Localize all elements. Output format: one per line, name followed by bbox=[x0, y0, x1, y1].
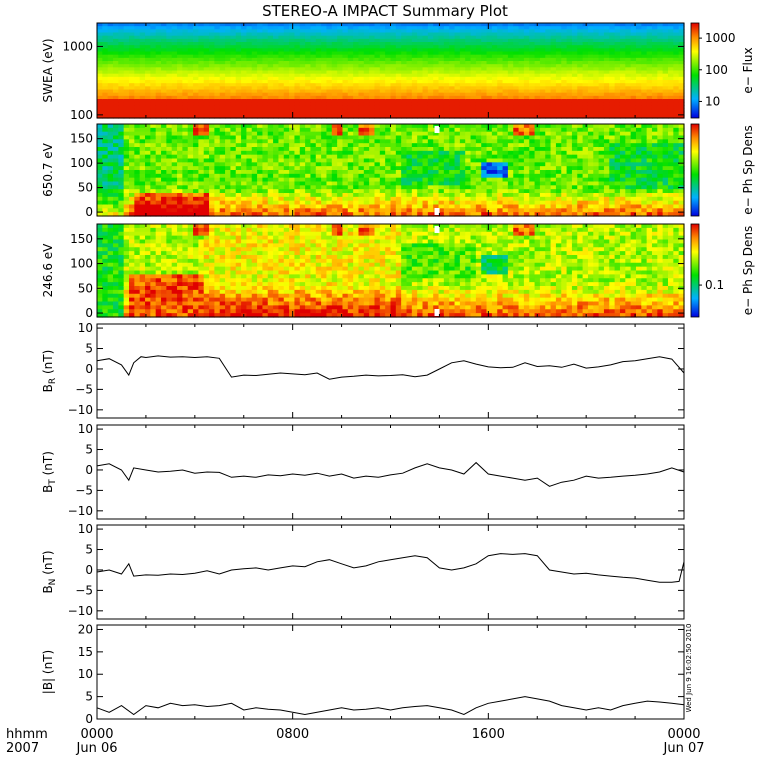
data-gap bbox=[434, 226, 440, 233]
y-axis-label: BN (nT) bbox=[41, 550, 58, 593]
y-tick-label: 0 bbox=[85, 362, 93, 376]
time-tick-label: 0000 bbox=[80, 727, 113, 742]
panel-frame bbox=[96, 323, 685, 419]
y-tick-label: 10 bbox=[78, 522, 93, 536]
spectrogram-panel-3 bbox=[97, 224, 685, 318]
colorbar-tick-label: 0.1 bbox=[705, 278, 724, 292]
colorbar bbox=[690, 123, 700, 217]
colorbar-label: e− Flux bbox=[741, 47, 755, 93]
y-tick-label: 1000 bbox=[62, 39, 93, 53]
colorbar-tick-label: 10 bbox=[705, 94, 720, 108]
y-tick-label: 100 bbox=[70, 257, 93, 271]
y-tick-label: −10 bbox=[68, 403, 93, 417]
axes-panel-7: 20 15 10 5 0 |B| (nT) bbox=[41, 622, 685, 726]
spectrogram-panel-2 bbox=[97, 124, 685, 217]
axes-panel-4: 10 5 0 −5 −10 BR (nT) bbox=[41, 321, 685, 419]
time-tick-date: Jun 06 bbox=[76, 741, 118, 756]
time-tick-label: 0800 bbox=[276, 727, 309, 742]
y-tick-label: 5 bbox=[85, 690, 93, 704]
y-tick-label: 10 bbox=[78, 321, 93, 335]
time-axis-label-hhmm: hhmm bbox=[6, 727, 48, 742]
colorbar-tick-label: 100 bbox=[705, 63, 728, 77]
panel-frame bbox=[96, 424, 685, 520]
y-tick-label: 0 bbox=[85, 463, 93, 477]
y-axis-label: SWEA (eV) bbox=[41, 38, 55, 102]
timestamp-stamp: Wed Jun 9 16:02:50 2010 bbox=[685, 624, 693, 713]
axes-panel-1: 1000 100 SWEA (eV) 1000 100 10 e− Flux bbox=[41, 22, 755, 122]
axes-panel-3: 150 100 50 0 246.6 eV 0.1 e− Ph Sp Dens bbox=[41, 223, 755, 320]
series-line-1 bbox=[96, 355, 685, 380]
y-tick-label: −10 bbox=[68, 504, 93, 518]
y-tick-label: −10 bbox=[68, 604, 93, 618]
y-tick-label: 5 bbox=[85, 342, 93, 356]
y-tick-label: 150 bbox=[70, 232, 93, 246]
colorbar bbox=[690, 22, 700, 119]
y-tick-label: −5 bbox=[75, 583, 93, 597]
y-tick-label: −5 bbox=[75, 382, 93, 396]
y-tick-label: 20 bbox=[78, 622, 93, 636]
y-axis-label: BT (nT) bbox=[41, 451, 58, 493]
y-tick-label: −5 bbox=[75, 483, 93, 497]
y-axis-label: BR (nT) bbox=[41, 350, 58, 393]
y-tick-label: 0 bbox=[85, 563, 93, 577]
colorbar-label: e− Ph Sp Dens bbox=[741, 226, 755, 315]
data-gap bbox=[434, 309, 440, 316]
y-axis-label: |B| (nT) bbox=[41, 650, 55, 694]
panel-frame bbox=[96, 624, 685, 720]
series-line-2 bbox=[96, 461, 685, 487]
y-tick-label: 100 bbox=[70, 156, 93, 170]
colorbar-label: e− Ph Sp Dens bbox=[741, 125, 755, 214]
y-tick-label: 50 bbox=[78, 181, 93, 195]
y-tick-label: 0 bbox=[85, 306, 93, 320]
panel-frame bbox=[96, 524, 685, 620]
series-line-3 bbox=[96, 553, 685, 583]
y-tick-label: 50 bbox=[78, 281, 93, 295]
colorbar-tick-label: 1000 bbox=[705, 31, 736, 45]
time-tick-label: 1600 bbox=[472, 727, 505, 742]
plot-title: STEREO-A IMPACT Summary Plot bbox=[262, 2, 508, 20]
axes-panel-2: 150 100 50 0 650.7 eV e− Ph Sp Dens bbox=[41, 123, 755, 219]
colorbar bbox=[690, 223, 700, 318]
y-tick-label: 10 bbox=[78, 667, 93, 681]
time-tick-date: Jun 07 bbox=[663, 741, 705, 756]
data-gap bbox=[434, 126, 440, 133]
y-tick-label: 150 bbox=[70, 132, 93, 146]
y-axis-label: 246.6 eV bbox=[41, 243, 55, 298]
axes-panel-6: 10 5 0 −5 −10 BN (nT) bbox=[41, 522, 685, 620]
data-gap bbox=[434, 208, 440, 215]
y-tick-label: 0 bbox=[85, 205, 93, 219]
y-tick-label: 10 bbox=[78, 422, 93, 436]
y-tick-label: 5 bbox=[85, 543, 93, 557]
spectrogram-panel-1 bbox=[97, 23, 685, 119]
axes-panel-5: 10 5 0 −5 −10 BT (nT) bbox=[41, 422, 685, 520]
y-tick-label: 5 bbox=[85, 443, 93, 457]
y-axis-label: 650.7 eV bbox=[41, 142, 55, 197]
series-line-4 bbox=[96, 696, 685, 716]
y-tick-label: 100 bbox=[70, 108, 93, 122]
time-tick-label: 0000 bbox=[667, 727, 700, 742]
y-tick-label: 15 bbox=[78, 645, 93, 659]
time-axis-label-year: 2007 bbox=[6, 741, 39, 756]
y-tick-label: 0 bbox=[85, 712, 93, 726]
